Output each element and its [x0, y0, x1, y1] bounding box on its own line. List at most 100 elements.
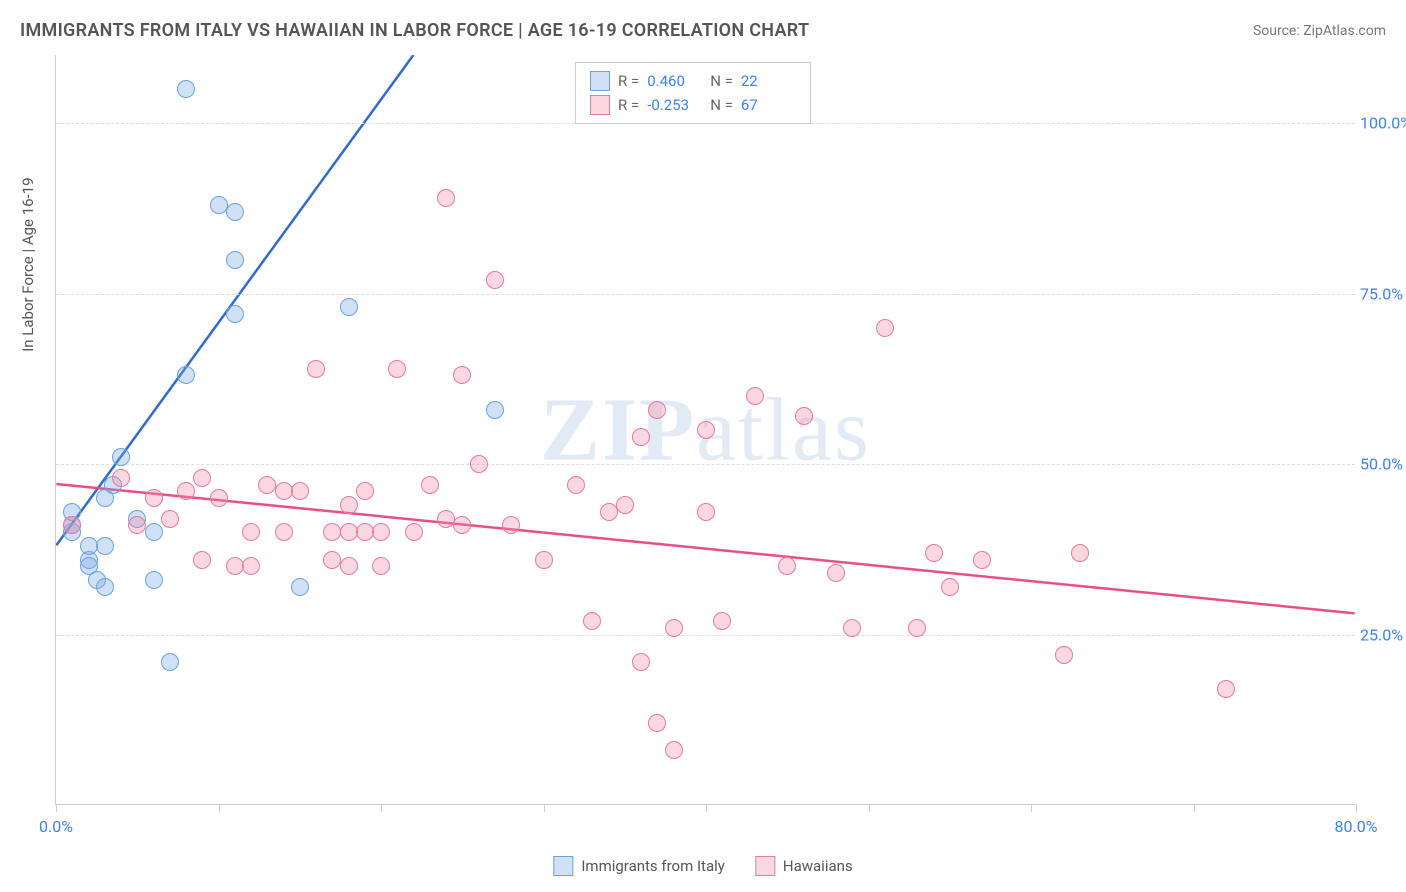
xtick-mark — [56, 804, 57, 812]
xtick-mark — [219, 804, 220, 812]
data-point — [746, 387, 764, 405]
data-point — [778, 557, 796, 575]
xtick-label: 0.0% — [39, 817, 73, 836]
data-point — [486, 271, 504, 289]
gridline — [56, 464, 1355, 465]
data-point — [1071, 544, 1089, 562]
gridline — [56, 294, 1355, 295]
data-point — [421, 476, 439, 494]
data-point — [340, 496, 358, 514]
data-point — [210, 489, 228, 507]
header: IMMIGRANTS FROM ITALY VS HAWAIIAN IN LAB… — [20, 20, 1386, 41]
data-point — [193, 469, 211, 487]
swatch-icon — [590, 71, 610, 91]
data-point — [193, 551, 211, 569]
data-point — [291, 578, 309, 596]
data-point — [908, 619, 926, 637]
data-point — [648, 714, 666, 732]
data-point — [632, 428, 650, 446]
xtick-mark — [1356, 804, 1357, 812]
data-point — [112, 469, 130, 487]
data-point — [795, 407, 813, 425]
data-point — [388, 360, 406, 378]
data-point — [486, 401, 504, 419]
data-point — [161, 653, 179, 671]
xtick-mark — [706, 804, 707, 812]
data-point — [275, 523, 293, 541]
swatch-icon — [755, 856, 775, 876]
data-point — [96, 578, 114, 596]
xtick-mark — [1194, 804, 1195, 812]
data-point — [941, 578, 959, 596]
data-point — [583, 612, 601, 630]
r-value: -0.253 — [647, 96, 702, 114]
data-point — [226, 305, 244, 323]
data-point — [242, 523, 260, 541]
scatter-chart: ZIPatlas 25.0%50.0%75.0%100.0%0.0%80.0% — [55, 55, 1355, 805]
data-point — [827, 564, 845, 582]
bottom-legend: Immigrants from Italy Hawaiians — [553, 856, 852, 876]
chart-title: IMMIGRANTS FROM ITALY VS HAWAIIAN IN LAB… — [20, 20, 809, 41]
data-point — [453, 516, 471, 534]
n-value: 22 — [741, 72, 796, 90]
data-point — [665, 741, 683, 759]
data-point — [145, 523, 163, 541]
data-point — [356, 482, 374, 500]
data-point — [567, 476, 585, 494]
xtick-label: 80.0% — [1335, 817, 1378, 836]
data-point — [112, 448, 130, 466]
data-point — [145, 571, 163, 589]
r-value: 0.460 — [647, 72, 702, 90]
data-point — [226, 203, 244, 221]
xtick-mark — [869, 804, 870, 812]
ytick-label: 75.0% — [1360, 284, 1406, 303]
source-label: Source: ZipAtlas.com — [1253, 23, 1386, 39]
data-point — [291, 482, 309, 500]
data-point — [340, 298, 358, 316]
data-point — [145, 489, 163, 507]
swatch-icon — [590, 95, 610, 115]
data-point — [876, 319, 894, 337]
xtick-mark — [381, 804, 382, 812]
data-point — [1217, 680, 1235, 698]
data-point — [177, 80, 195, 98]
data-point — [372, 523, 390, 541]
data-point — [128, 516, 146, 534]
data-point — [437, 189, 455, 207]
data-point — [713, 612, 731, 630]
data-point — [177, 482, 195, 500]
data-point — [697, 503, 715, 521]
data-point — [470, 455, 488, 473]
data-point — [632, 653, 650, 671]
legend-item-hawaiians: Hawaiians — [755, 856, 853, 876]
ytick-label: 25.0% — [1360, 625, 1406, 644]
data-point — [96, 537, 114, 555]
data-point — [161, 510, 179, 528]
data-point — [177, 366, 195, 384]
data-point — [372, 557, 390, 575]
data-point — [453, 366, 471, 384]
stats-legend: R =0.460N =22R =-0.253N =67 — [575, 62, 811, 124]
stats-row: R =0.460N =22 — [590, 69, 796, 93]
data-point — [697, 421, 715, 439]
ytick-label: 50.0% — [1360, 455, 1406, 474]
data-point — [616, 496, 634, 514]
data-point — [226, 251, 244, 269]
data-point — [665, 619, 683, 637]
data-point — [63, 516, 81, 534]
data-point — [405, 523, 423, 541]
data-point — [307, 360, 325, 378]
data-point — [843, 619, 861, 637]
data-point — [535, 551, 553, 569]
ytick-label: 100.0% — [1360, 114, 1406, 133]
data-point — [648, 401, 666, 419]
y-axis-label: In Labor Force | Age 16-19 — [19, 177, 37, 351]
stats-row: R =-0.253N =67 — [590, 93, 796, 117]
data-point — [502, 516, 520, 534]
data-point — [242, 557, 260, 575]
xtick-mark — [1031, 804, 1032, 812]
data-point — [925, 544, 943, 562]
swatch-icon — [553, 856, 573, 876]
data-point — [1055, 646, 1073, 664]
legend-item-italy: Immigrants from Italy — [553, 856, 725, 876]
